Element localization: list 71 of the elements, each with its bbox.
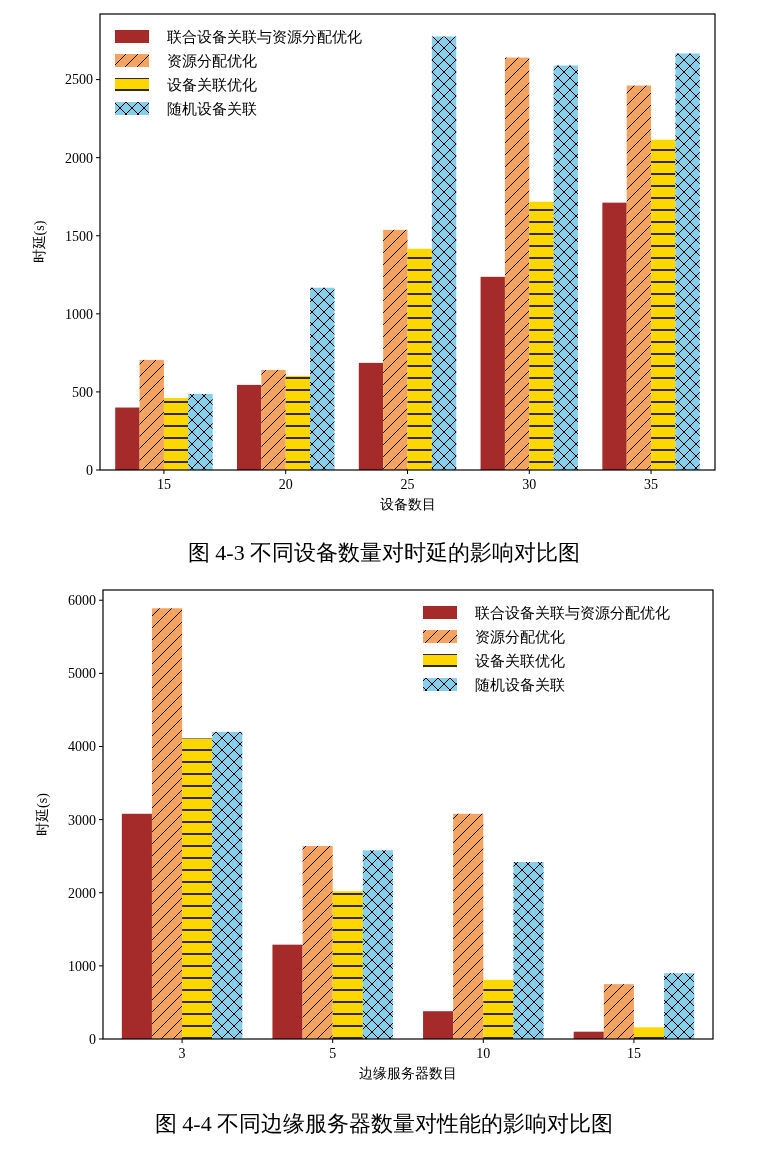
y-tick-label: 2000	[68, 885, 96, 901]
bar	[651, 139, 676, 470]
bar	[121, 813, 152, 1039]
bar	[285, 375, 311, 470]
bar	[302, 845, 333, 1039]
legend-label: 资源分配优化	[167, 53, 257, 70]
bar	[633, 1027, 665, 1039]
bar	[188, 393, 213, 470]
x-tick-label: 35	[644, 477, 659, 492]
y-tick-label: 1000	[65, 306, 93, 322]
y-tick-label: 3000	[68, 812, 96, 828]
legend-label: 设备关联优化	[167, 77, 257, 94]
bar	[626, 85, 652, 470]
bar	[358, 362, 384, 470]
x-tick-label: 10	[476, 1046, 491, 1061]
x-tick-label: 5	[329, 1046, 337, 1061]
y-tick-label: 4000	[68, 739, 96, 755]
bar	[261, 369, 286, 470]
bar	[407, 248, 432, 470]
bar	[272, 944, 303, 1039]
bar	[553, 65, 578, 470]
bar	[603, 984, 634, 1039]
y-tick-label: 6000	[68, 593, 96, 609]
x-tick-label: 3	[178, 1046, 186, 1061]
bar	[431, 36, 457, 470]
legend-label: 随机设备关联	[167, 101, 257, 118]
legend-label: 联合设备关联与资源分配优化	[167, 29, 362, 46]
x-axis-title: 边缘服务器数目	[359, 1066, 457, 1081]
text: 图 4-3 不同设备数量对时延的影响对比图	[187, 540, 581, 565]
x-tick-label: 25	[400, 477, 415, 492]
bar	[483, 979, 514, 1039]
y-axis-title: 时延(s)	[32, 220, 48, 264]
y-tick-label: 5000	[68, 666, 96, 682]
y-tick-label: 2500	[65, 72, 93, 88]
y-tick-label: 0	[86, 462, 93, 478]
y-tick-label: 2000	[65, 150, 93, 166]
bar	[504, 57, 530, 470]
legend-label: 资源分配优化	[475, 629, 565, 646]
bar	[237, 384, 262, 470]
y-tick-label: 500	[72, 384, 93, 400]
y-tick-label: 0	[89, 1031, 96, 1047]
legend-label: 随机设备关联	[475, 677, 565, 694]
legend-label: 设备关联优化	[475, 653, 565, 670]
bar	[163, 398, 189, 470]
x-tick-label: 15	[626, 1046, 641, 1061]
x-tick-label: 15	[156, 477, 171, 492]
bar	[529, 201, 554, 470]
bar	[423, 1011, 454, 1039]
bar	[115, 407, 140, 470]
bar	[362, 850, 393, 1039]
bar	[139, 359, 164, 470]
bar	[212, 731, 243, 1039]
bar	[182, 738, 213, 1039]
bar	[602, 202, 627, 470]
x-axis-title: 设备数目	[379, 497, 436, 512]
bar	[675, 53, 700, 470]
bar	[332, 891, 363, 1039]
text: 图 4-4 不同边缘服务器数量对性能的影响对比图	[154, 1111, 614, 1136]
x-tick-label: 30	[522, 477, 537, 492]
x-tick-label: 20	[278, 477, 293, 492]
legend-label: 联合设备关联与资源分配优化	[475, 605, 670, 622]
bar	[664, 973, 695, 1039]
bar	[310, 287, 335, 470]
bar	[453, 813, 484, 1039]
y-axis-title: 时延(s)	[35, 792, 51, 836]
bar	[513, 862, 544, 1039]
bar	[151, 608, 183, 1039]
bar	[480, 276, 505, 470]
y-tick-label: 1500	[65, 228, 93, 244]
y-tick-label: 1000	[68, 958, 96, 974]
bar	[383, 229, 408, 470]
